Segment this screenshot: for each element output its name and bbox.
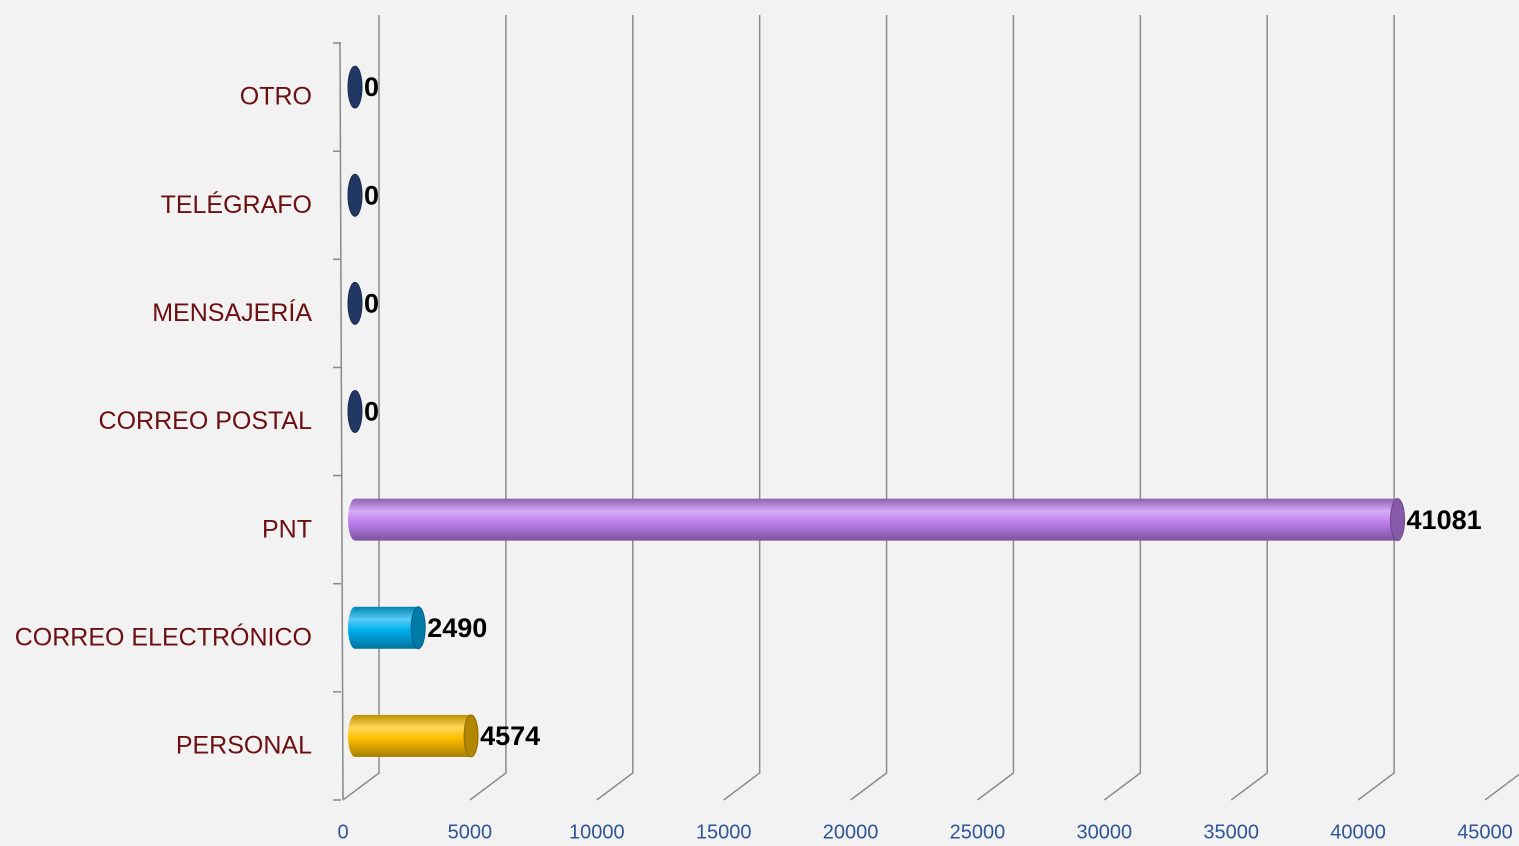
category-axis xyxy=(339,42,344,801)
category-label: PERSONAL xyxy=(176,732,312,760)
data-label: 41081 xyxy=(1407,505,1482,535)
category-label: TELÉGRAFO xyxy=(161,190,312,219)
data-label: 0 xyxy=(364,288,379,318)
bar xyxy=(355,498,1398,541)
bar xyxy=(355,606,419,649)
grid-line xyxy=(1484,773,1519,801)
bar xyxy=(355,714,472,757)
grid-line xyxy=(1103,15,1142,801)
grid-line xyxy=(342,15,380,801)
x-tick-label: 25000 xyxy=(950,821,1006,843)
x-tick-label: 40000 xyxy=(1330,821,1386,843)
grid-line xyxy=(976,15,1015,801)
bar-cap xyxy=(347,65,363,109)
category-label: CORREO ELECTRÓNICO xyxy=(15,622,312,651)
bar-cap xyxy=(1390,498,1406,542)
x-tick-label: 30000 xyxy=(1077,821,1133,843)
category-label: PNT xyxy=(262,515,312,543)
data-label: 4574 xyxy=(480,721,540,751)
grid-line xyxy=(850,15,888,801)
x-tick-label: 15000 xyxy=(696,821,752,843)
x-tick-label: 45000 xyxy=(1457,821,1513,843)
category-label: CORREO POSTAL xyxy=(99,407,313,435)
x-tick-label: 20000 xyxy=(823,821,879,843)
bar-cap xyxy=(410,606,426,650)
bar-cap xyxy=(347,281,363,325)
bar-cap xyxy=(347,173,363,217)
grid-line xyxy=(723,15,761,801)
data-label: 0 xyxy=(364,72,379,102)
grid-line xyxy=(1230,15,1268,801)
category-label: OTRO xyxy=(240,83,312,111)
bar-cap xyxy=(463,714,479,758)
data-label: 0 xyxy=(364,180,379,210)
data-label: 0 xyxy=(364,397,379,427)
grid-line xyxy=(469,15,507,801)
bar-cap xyxy=(347,390,363,433)
x-tick-label: 0 xyxy=(337,821,348,843)
data-label: 2490 xyxy=(427,613,487,643)
grid-line xyxy=(1357,15,1395,801)
grid-line xyxy=(596,15,634,801)
x-tick-label: 5000 xyxy=(448,821,493,843)
x-tick-label: 10000 xyxy=(569,821,625,843)
x-tick-label: 35000 xyxy=(1203,821,1259,843)
category-label: MENSAJERÍA xyxy=(152,298,312,327)
